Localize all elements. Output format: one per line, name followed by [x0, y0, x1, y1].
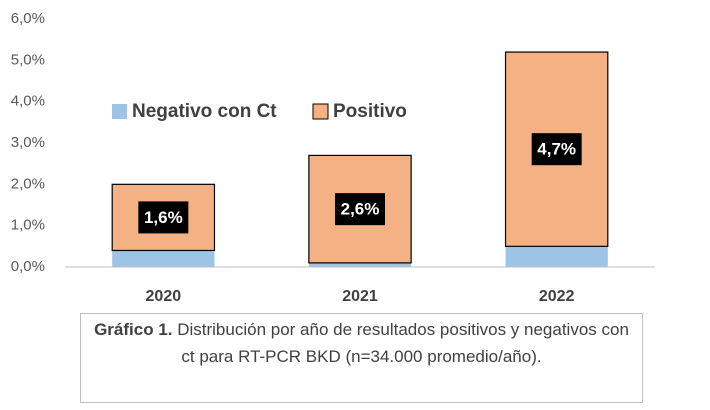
x-tick-label: 2022: [539, 288, 575, 305]
x-tick-label: 2021: [342, 288, 378, 305]
y-tick-label: 0,0%: [11, 258, 45, 275]
caption-label: Gráfico 1.: [94, 320, 173, 339]
value-label-box: [531, 133, 582, 166]
bar-segment: [308, 262, 412, 267]
caption: Distribución por año de resultados posit…: [177, 320, 629, 366]
legend-swatch: [312, 103, 329, 120]
y-tick-label: 1,0%: [11, 217, 45, 234]
bar-segment: [112, 250, 215, 267]
y-tick-label: 5,0%: [11, 51, 45, 68]
y-tick-label: 2,0%: [11, 175, 45, 192]
legend-label: Negativo con Ct: [132, 101, 277, 122]
value-label: 1,6%: [144, 208, 183, 227]
legend-swatch: [112, 104, 127, 119]
y-tick-label: 4,0%: [11, 93, 45, 110]
value-label-box: [335, 193, 385, 226]
value-label: 4,7%: [537, 140, 576, 159]
value-label: 2,6%: [341, 200, 380, 219]
caption-box: Gráfico 1. Distribución por año de resul…: [80, 313, 643, 403]
bar-segment: [505, 246, 608, 267]
chart: 0,0% 1,0% 2,0% 3,0% 4,0% 5,0% 6,0% 1,6% 2020 2,6%…: [11, 10, 655, 305]
legend-label: Positivo: [333, 101, 407, 122]
y-tick-label: 6,0%: [11, 10, 45, 27]
value-label-box: [138, 201, 189, 234]
y-tick-label: 3,0%: [11, 134, 45, 151]
x-tick-label: 2020: [146, 288, 182, 305]
